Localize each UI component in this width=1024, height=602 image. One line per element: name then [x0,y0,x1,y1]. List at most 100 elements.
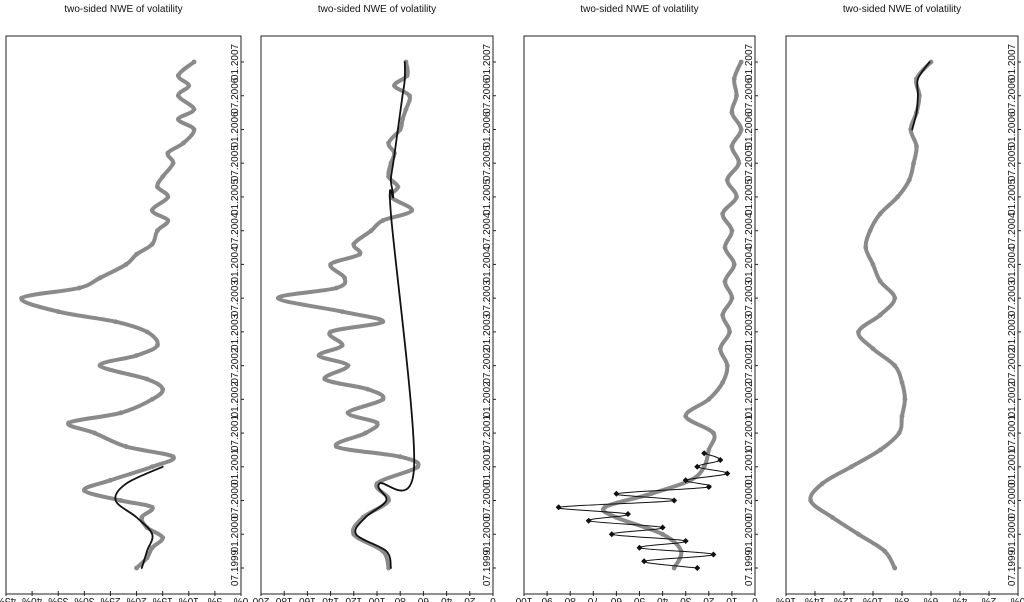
series-point [386,565,391,571]
series-point [149,504,155,510]
x-tick-label: 01.2003 [482,313,493,350]
series-point [97,275,103,281]
series-point [316,353,322,358]
x-tick-label: 07.1999 [744,549,755,586]
series-point [334,444,339,449]
series-point [149,396,155,402]
series-point [830,515,835,520]
series-point [76,285,82,291]
series-point [160,535,166,541]
series-point [374,420,380,426]
series-point [118,410,124,416]
series-point [729,228,735,234]
x-tick-label: 07.2006 [1007,77,1018,114]
series-point [731,262,737,267]
series-point [877,312,883,318]
y-tick-label: 30% [74,595,94,602]
x-tick-label: 07.2001 [482,415,493,452]
series-point [123,444,129,449]
y-tick-label: 90 [541,595,553,602]
x-tick-label: 07.2003 [230,280,241,317]
series-line-2 [911,61,931,131]
x-tick-label: 01.2006 [1007,111,1018,148]
series-point [738,127,744,132]
y-tick-label: 10 [726,595,738,602]
panel-frame [5,35,242,595]
x-tick-label: 01.2001 [744,448,755,485]
y-tick-label: 40% [22,595,42,602]
series-point [386,174,391,180]
series-point [123,262,129,267]
x-tick-label: 07.2000 [1007,482,1018,519]
series-point [66,420,72,426]
series-point [902,396,908,402]
series-point [149,208,155,213]
x-tick-label: 07.2001 [744,415,755,452]
series-marker [717,457,724,464]
series-point [896,430,902,436]
y-tick-label: 5% [208,595,223,602]
x-tick-label: 07.2002 [744,347,755,384]
x-tick-label: 01.2001 [482,448,493,485]
chart-panel-4: 0% 2% 4% 6% 8% 10% 12% 14% 16% two-sided NWE of v… [776,4,1024,602]
series-point [191,127,197,132]
series-point [134,251,139,257]
series-line-1 [19,60,197,570]
series-point [380,218,386,223]
series-point [706,396,712,402]
y-tick-label: 140 [322,595,339,602]
series-point [334,285,339,291]
x-tick-label: 07.2002 [482,347,493,384]
y-tick-label: 60 [417,595,429,602]
series-marker [555,504,562,511]
x-tick-label: 07.2000 [744,482,755,519]
y-axis-label: two-sided NWE of volatility [843,4,961,15]
y-tick-label: 80 [394,595,406,602]
series-point [175,93,181,99]
y-tick-label: 0% [234,595,249,602]
y-tick-label: 50 [634,595,646,602]
x-tick-label: 07.1999 [1007,549,1018,586]
series-point [724,177,730,183]
series-point [165,150,171,156]
x-tick-label: 01.2002 [230,381,241,418]
series-point [400,116,405,122]
series-point [602,504,608,510]
x-tick-label: 01.2004 [230,246,241,283]
series-point [867,228,873,234]
series-point [170,454,176,460]
series-point [345,363,351,368]
series-point [808,498,814,503]
x-tick-label: 07.2004 [230,212,241,249]
y-tick-label: 120 [345,595,362,602]
series-point [877,447,883,453]
series-point [877,211,883,217]
y-tick-label: 20 [464,595,476,602]
series-point [870,262,876,267]
y-tick-label: 20% [126,595,146,602]
series-point [155,184,160,190]
series-point [415,464,420,470]
series-point [403,106,409,112]
x-tick-label: 07.2006 [744,77,755,114]
y-tick-label: 35% [48,595,68,602]
x-tick-label: 01.2001 [1007,448,1018,485]
series-point [722,278,728,284]
series-point [388,160,394,166]
y-tick-label: 20 [703,595,715,602]
y-tick-label: 40 [441,595,453,602]
x-tick-label: 07.2005 [1007,145,1018,182]
series-marker [671,497,678,504]
series-marker [701,450,708,457]
series-point [738,59,744,65]
series-point [322,376,328,382]
series-point [160,386,166,392]
series-point [276,295,281,301]
y-tick-label: 2% [982,595,997,602]
x-tick-label: 07.2002 [230,347,241,384]
series-point [144,329,150,335]
x-tick-label: 07.2005 [482,145,493,182]
series-point [351,241,357,247]
x-tick-label: 01.2002 [482,381,493,418]
